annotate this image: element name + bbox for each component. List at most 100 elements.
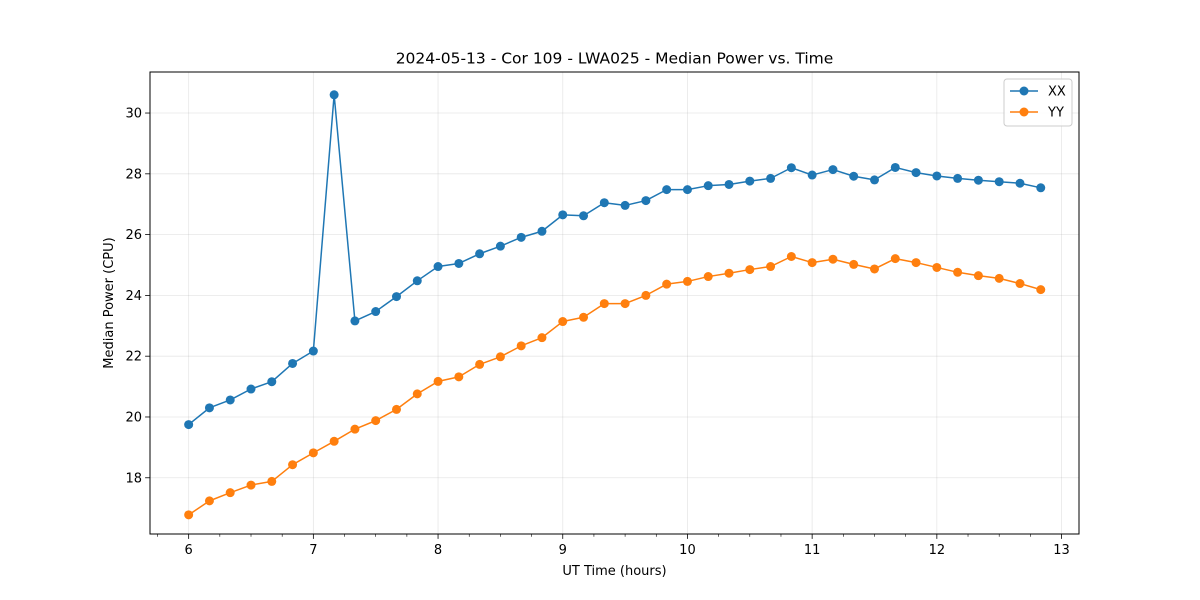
data-point-xx — [1036, 183, 1046, 193]
data-point-xx — [766, 173, 776, 183]
data-point-yy — [267, 476, 277, 486]
data-point-yy — [1036, 285, 1046, 295]
data-point-xx — [329, 90, 339, 100]
data-point-xx — [475, 249, 485, 259]
data-point-xx — [745, 176, 755, 186]
data-point-yy — [745, 265, 755, 275]
data-point-yy — [599, 299, 609, 309]
data-point-xx — [246, 384, 256, 394]
plot-frame — [149, 71, 1080, 535]
legend-label-xx: XX — [1048, 85, 1066, 100]
data-point-xx — [828, 165, 838, 175]
data-point-xx — [703, 181, 713, 191]
data-point-yy — [766, 262, 776, 272]
x-tick-label: 13 — [1053, 543, 1070, 558]
data-point-xx — [391, 292, 401, 302]
data-point-xx — [890, 162, 900, 172]
data-point-yy — [454, 372, 464, 382]
data-point-yy — [308, 448, 318, 458]
data-point-yy — [807, 258, 817, 268]
data-point-xx — [454, 258, 464, 268]
data-point-yy — [786, 251, 796, 261]
data-point-yy — [662, 279, 672, 289]
data-point-yy — [994, 273, 1004, 283]
legend-label-yy: YY — [1047, 106, 1064, 121]
data-point-xx — [641, 196, 651, 206]
y-tick-label: 28 — [125, 167, 142, 182]
data-point-xx — [869, 175, 879, 185]
data-point-xx — [807, 170, 817, 180]
data-point-xx — [849, 171, 859, 181]
data-point-yy — [620, 299, 630, 309]
data-point-yy — [495, 352, 505, 362]
legend-marker-xx — [1019, 86, 1029, 96]
data-point-yy — [412, 389, 422, 399]
x-axis-label: UT Time (hours) — [562, 564, 666, 579]
data-point-yy — [932, 262, 942, 272]
x-tick-label: 8 — [434, 543, 442, 558]
data-point-xx — [953, 173, 963, 183]
data-point-xx — [204, 403, 214, 413]
data-point-xx — [288, 358, 298, 368]
data-point-yy — [869, 264, 879, 274]
data-point-yy — [911, 258, 921, 268]
data-point-yy — [475, 359, 485, 369]
data-point-yy — [1015, 279, 1025, 289]
data-point-xx — [932, 171, 942, 181]
data-point-yy — [953, 267, 963, 277]
data-point-yy — [890, 254, 900, 264]
data-point-xx — [973, 175, 983, 185]
data-point-yy — [329, 436, 339, 446]
x-tick-label: 7 — [309, 543, 317, 558]
data-point-yy — [973, 271, 983, 281]
data-point-yy — [641, 290, 651, 300]
plot-series — [184, 90, 1046, 520]
data-point-yy — [391, 404, 401, 414]
data-point-xx — [184, 420, 194, 430]
data-point-xx — [516, 232, 526, 242]
data-point-xx — [620, 200, 630, 210]
x-tick-label: 12 — [929, 543, 946, 558]
series-yy — [184, 251, 1046, 520]
chart-title: 2024-05-13 - Cor 109 - LWA025 - Median P… — [396, 50, 834, 68]
y-tick-label: 26 — [125, 228, 142, 243]
data-point-yy — [703, 272, 713, 282]
data-point-xx — [786, 163, 796, 173]
data-point-xx — [495, 241, 505, 251]
data-point-xx — [662, 185, 672, 195]
data-point-xx — [994, 177, 1004, 187]
x-tick-label: 10 — [679, 543, 696, 558]
y-axis-label: Median Power (CPU) — [102, 237, 117, 368]
data-point-xx — [433, 262, 443, 272]
x-tick-label: 6 — [185, 543, 193, 558]
legend: XX YY — [1003, 78, 1073, 127]
data-point-yy — [184, 510, 194, 520]
x-tick-label: 9 — [559, 543, 567, 558]
legend-marker-yy — [1019, 107, 1029, 117]
y-tick-label: 24 — [125, 289, 142, 304]
data-point-xx — [1015, 178, 1025, 188]
y-tick-label: 30 — [125, 107, 142, 122]
data-point-xx — [724, 179, 734, 189]
data-point-xx — [558, 210, 568, 220]
y-tick-label: 18 — [125, 471, 142, 486]
y-tick-label: 22 — [125, 350, 142, 365]
data-point-yy — [246, 480, 256, 490]
data-point-yy — [579, 312, 589, 322]
data-point-yy — [204, 496, 214, 506]
data-point-xx — [350, 316, 360, 326]
y-tick-label: 20 — [125, 410, 142, 425]
data-point-xx — [267, 377, 277, 387]
data-point-xx — [682, 185, 692, 195]
data-point-xx — [599, 198, 609, 208]
series-xx — [184, 90, 1046, 430]
data-point-yy — [682, 276, 692, 286]
data-point-xx — [371, 307, 381, 317]
grid — [150, 72, 1079, 534]
data-point-xx — [412, 276, 422, 286]
data-point-yy — [371, 416, 381, 426]
data-point-yy — [537, 333, 547, 343]
data-point-yy — [288, 460, 298, 470]
